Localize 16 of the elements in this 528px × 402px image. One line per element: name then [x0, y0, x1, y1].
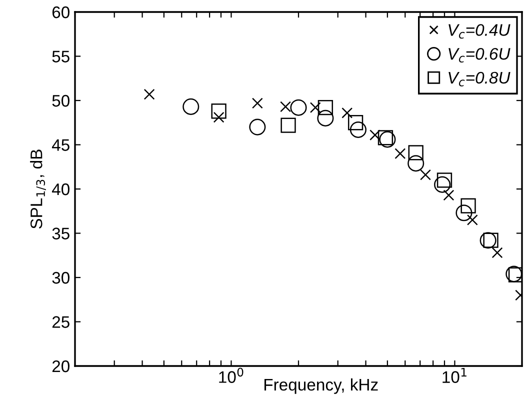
y-tick-label: 35 [52, 228, 70, 240]
y-tick-label: 45 [52, 139, 70, 151]
legend-label: V$_{c}$=0.6U [448, 48, 510, 62]
y-tick-label: 40 [52, 183, 70, 196]
x-axis-title: Frequency, kHz [264, 378, 378, 394]
y-tick-label: 55 [52, 50, 70, 62]
x-tick-label: 10$^{0}$ [219, 368, 244, 383]
y-tick-label: 60 [52, 6, 70, 18]
legend-label: V$_{c}$=0.8U [448, 72, 510, 86]
y-tick-label: 50 [52, 94, 70, 107]
y-tick-label: 30 [52, 272, 70, 284]
y-tick-label: 20 [52, 360, 70, 372]
y-tick-label: 25 [52, 316, 70, 328]
x-tick-label: 10$^{1}$ [442, 368, 466, 383]
y-axis-title: SPL$_{1/3}$, dB [30, 150, 46, 229]
legend-label: V$_{c}$=0.4U [448, 24, 510, 39]
